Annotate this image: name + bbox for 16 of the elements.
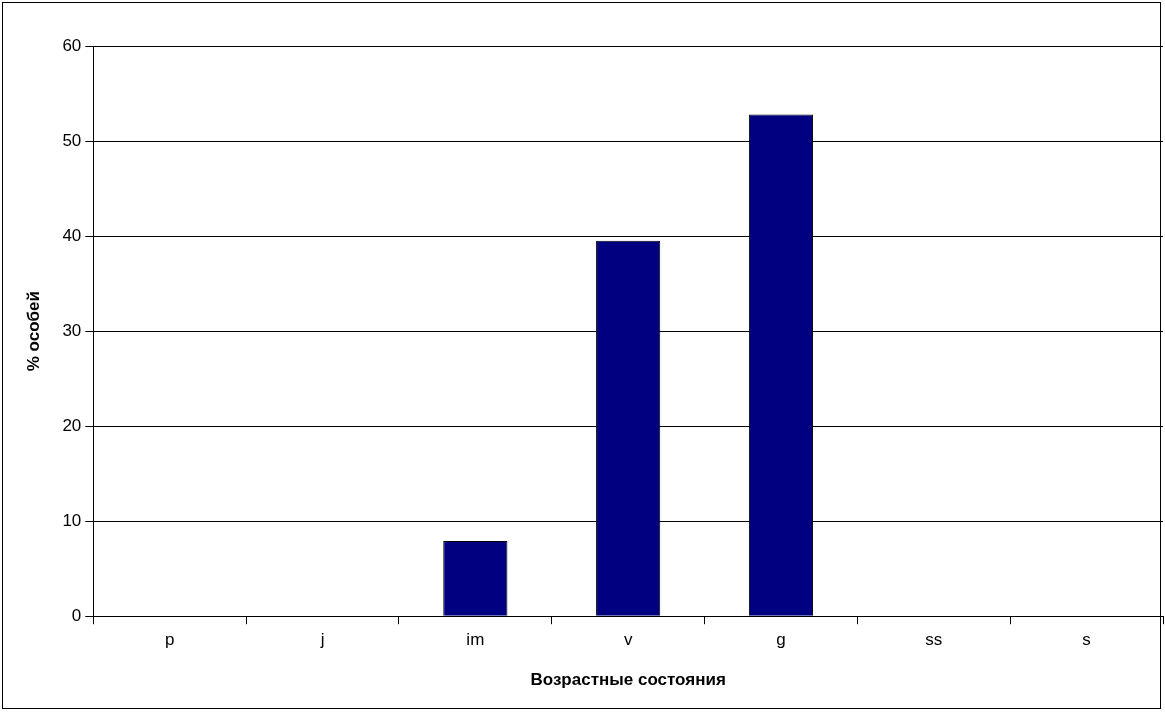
x-tick-label: im xyxy=(466,630,485,650)
x-tick-label: s xyxy=(1082,630,1091,650)
y-tick-label: 40 xyxy=(62,225,82,245)
x-tick-label: g xyxy=(776,630,786,650)
y-axis-title: % особей xyxy=(23,290,43,372)
x-axis-title: Возрастные состояния xyxy=(530,670,726,690)
y-tick-label: 60 xyxy=(62,35,82,55)
y-tick-label: 0 xyxy=(71,605,82,625)
x-tick-label: v xyxy=(623,630,633,650)
y-tick-label: 10 xyxy=(62,510,82,530)
y-tick-label: 50 xyxy=(62,130,82,150)
x-tick-label: ss xyxy=(925,630,943,650)
x-tick-label: j xyxy=(319,630,325,650)
x-tick-label: p xyxy=(164,630,175,650)
y-tick-label: 20 xyxy=(62,415,82,435)
y-tick-label: 30 xyxy=(62,320,82,340)
